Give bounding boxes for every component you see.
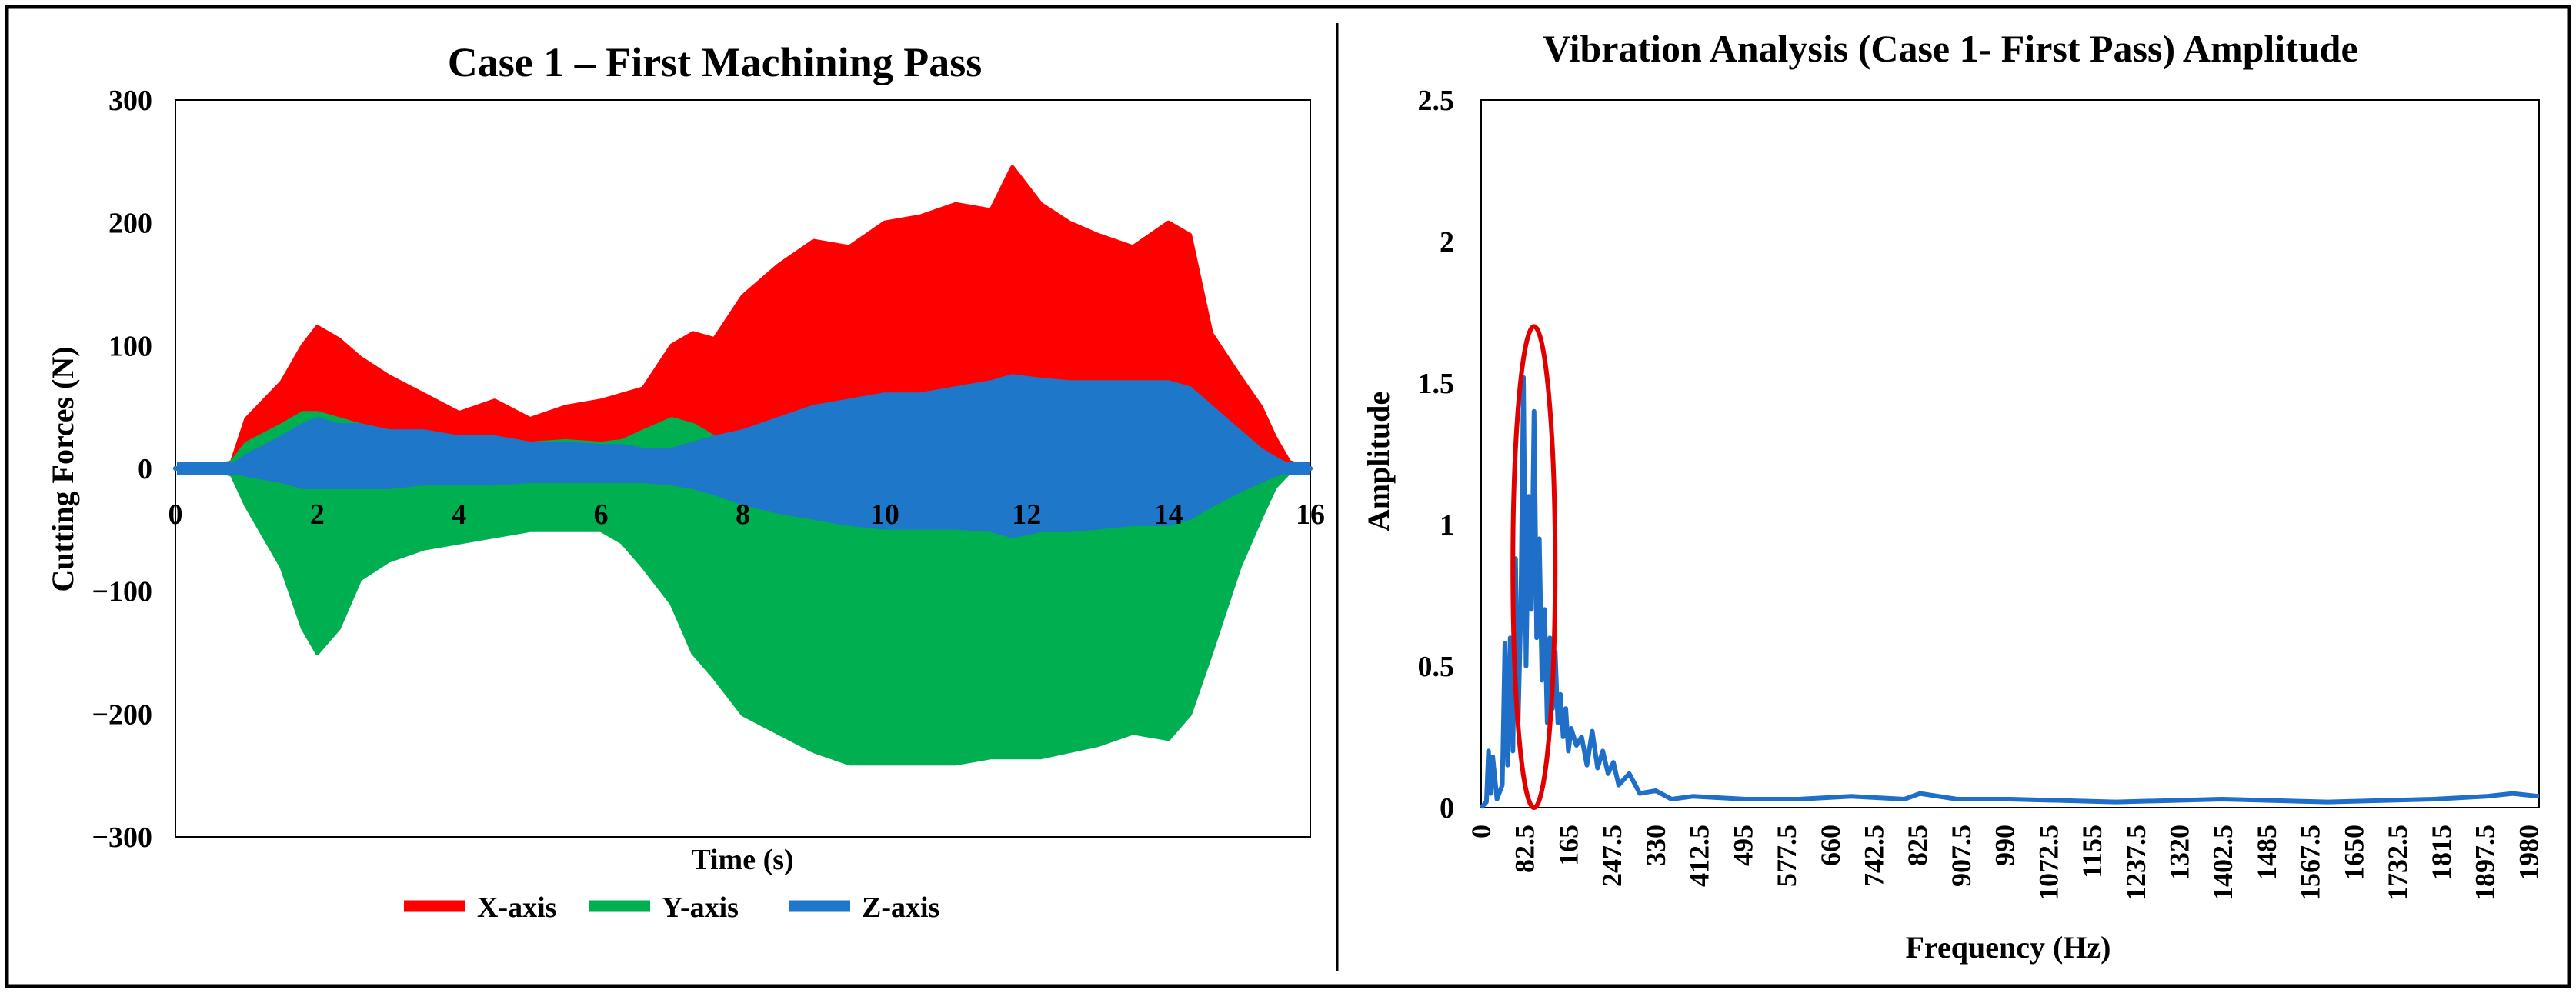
x-tick-label: 8 bbox=[736, 498, 750, 531]
vibration-fft-chart: Vibration Analysis (Case 1- First Pass) … bbox=[1361, 27, 2544, 965]
x-tick-label: 82.5 bbox=[1510, 825, 1540, 873]
y-tick-label: 0 bbox=[1440, 792, 1454, 825]
x-tick-label: 14 bbox=[1154, 498, 1183, 531]
x-tick-label: 990 bbox=[1990, 825, 2020, 866]
x-tick-label: 4 bbox=[452, 498, 466, 531]
y-tick-label: 200 bbox=[108, 208, 152, 240]
x-tick-label: 1155 bbox=[2077, 825, 2107, 878]
x-tick-label: 412.5 bbox=[1684, 825, 1715, 887]
x-tick-label: 0 bbox=[1466, 825, 1497, 838]
y-tick-label: 1 bbox=[1440, 509, 1454, 541]
x-tick-label: 330 bbox=[1640, 825, 1671, 866]
amplitude-series-line bbox=[1479, 375, 2540, 810]
y-tick-label: 1.5 bbox=[1418, 368, 1455, 400]
y-tick-label: 2 bbox=[1440, 226, 1454, 258]
x-tick-label: 660 bbox=[1815, 825, 1846, 866]
y-tick-label: 0 bbox=[138, 453, 152, 485]
x-tick-label: 1897.5 bbox=[2470, 825, 2501, 901]
x-tick-label: 1650 bbox=[2338, 825, 2369, 880]
x-tick-label: 495 bbox=[1727, 825, 1758, 866]
x-tick-label: 12 bbox=[1012, 498, 1041, 531]
y-axis-label: Cutting Forces (N) bbox=[45, 346, 80, 591]
series-layer bbox=[1479, 375, 2540, 810]
x-tick-labels: 0 2 4 6 8 10 12 14 16 bbox=[169, 498, 1326, 531]
x-tick-label: 0 bbox=[169, 498, 183, 531]
y-tick-labels: 0 0.5 1 1.5 2 2.5 bbox=[1418, 85, 1455, 825]
x-tick-label: 1237.5 bbox=[2121, 825, 2151, 901]
x-tick-label: 2 bbox=[310, 498, 325, 531]
y-tick-label: 0.5 bbox=[1418, 651, 1455, 683]
legend-label-y-axis: Y-axis bbox=[662, 891, 739, 924]
y-tick-label: −300 bbox=[92, 821, 152, 854]
peak-highlight-ellipse bbox=[1510, 324, 1558, 810]
y-tick-label: −100 bbox=[92, 576, 152, 608]
x-tick-label: 577.5 bbox=[1771, 825, 1802, 887]
x-tick-label: 742.5 bbox=[1859, 825, 1890, 887]
x-tick-label: 1567.5 bbox=[2295, 825, 2326, 901]
y-tick-label: −200 bbox=[92, 698, 152, 731]
y-tick-labels: 300 200 100 0 −100 −200 −300 bbox=[92, 85, 152, 854]
y-tick-label: 100 bbox=[108, 330, 152, 362]
x-tick-label: 10 bbox=[870, 498, 899, 531]
x-axis-label: Time (s) bbox=[691, 844, 793, 876]
y-tick-label: 2.5 bbox=[1418, 85, 1455, 117]
y-tick-label: 300 bbox=[108, 85, 152, 117]
x-tick-label: 1980 bbox=[2513, 825, 2544, 880]
x-axis-label: Frequency (Hz) bbox=[1906, 930, 2111, 965]
x-tick-label: 1072.5 bbox=[2033, 825, 2064, 901]
x-tick-label: 16 bbox=[1296, 498, 1325, 531]
x-tick-label: 1320 bbox=[2164, 825, 2195, 880]
x-tick-label: 6 bbox=[594, 498, 609, 531]
legend-label-x-axis: X-axis bbox=[477, 891, 556, 924]
x-tick-label: 165 bbox=[1553, 825, 1583, 866]
plot-area bbox=[1480, 99, 2540, 808]
y-axis-label: Amplitude bbox=[1361, 392, 1396, 531]
chart-title: Case 1 – First Machining Pass bbox=[448, 39, 983, 85]
x-tick-labels: 0 82.5 165 247.5 330 412.5 495 577.5 660 742.5 825… bbox=[1466, 825, 2544, 901]
annotation-layer bbox=[1510, 324, 1558, 810]
cutting-forces-chart: Case 1 – First Machining Pass 0 2 4 6 8 10 12 1… bbox=[45, 39, 1325, 924]
legend: X-axis Y-axis Z-axis bbox=[404, 891, 939, 924]
legend-label-z-axis: Z-axis bbox=[862, 891, 939, 924]
figure-border bbox=[5, 5, 2571, 988]
x-tick-label: 1732.5 bbox=[2382, 825, 2413, 901]
x-tick-label: 247.5 bbox=[1597, 825, 1627, 887]
x-tick-label: 907.5 bbox=[1946, 825, 1977, 887]
x-tick-label: 1402.5 bbox=[2207, 825, 2238, 901]
x-tick-label: 1815 bbox=[2426, 825, 2457, 880]
chart-title: Vibration Analysis (Case 1- First Pass) … bbox=[1543, 27, 2357, 70]
x-tick-label: 825 bbox=[1902, 825, 1933, 866]
x-tick-label: 1485 bbox=[2251, 825, 2282, 880]
